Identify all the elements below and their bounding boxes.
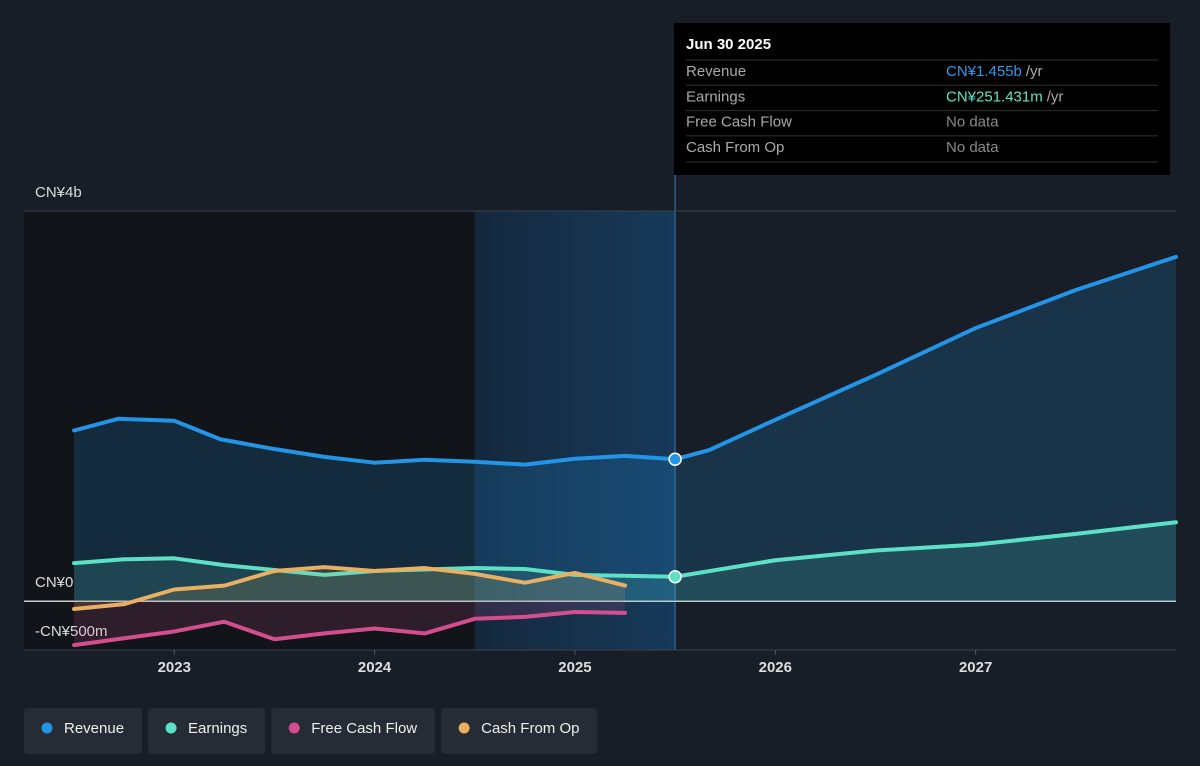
x-tick-label: 2026 <box>759 659 792 676</box>
tooltip-value-text: CN¥1.455b <box>946 63 1022 80</box>
tooltip-label: Free Cash Flow <box>686 114 792 131</box>
legend-item[interactable]: Earnings <box>148 708 266 754</box>
tooltip-value-text: No data <box>946 139 999 156</box>
legend-button[interactable] <box>24 708 143 754</box>
legend-dot <box>458 722 470 734</box>
legend-label[interactable]: Earnings <box>188 720 247 737</box>
legend-button[interactable] <box>148 708 266 754</box>
legend-label[interactable]: Free Cash Flow <box>311 720 417 737</box>
plot-background: -CN¥500m CN¥0 CN¥4b 2023 2024 2025 2026 2027 <box>24 175 1176 676</box>
series-line <box>72 520 1178 579</box>
series-line <box>72 609 628 648</box>
series-area <box>74 522 1177 602</box>
legend-dot <box>165 722 177 734</box>
x-tick-label: 2024 <box>358 659 392 676</box>
series-area <box>74 601 626 646</box>
tooltip: Jun 30 2025 Revenue CN¥1.455b/yr Earnings CN… <box>674 23 1170 175</box>
tooltip-value: No data <box>946 114 999 131</box>
y-tick-label: CN¥4b <box>35 184 82 201</box>
y-tick-label: -CN¥500m <box>35 623 108 640</box>
legend: Revenue Earnings Free Cash Flow Cash From O… <box>24 708 598 754</box>
x-tick-label: 2023 <box>158 659 191 676</box>
tooltip-label: Cash From Op <box>686 139 784 156</box>
tooltip-label: Revenue <box>686 63 746 80</box>
tooltip-value-text: CN¥251.431m <box>946 88 1043 105</box>
x-tick-label: 2027 <box>959 659 992 676</box>
tooltip-box <box>674 23 1170 175</box>
tooltip-title: Jun 30 2025 <box>686 36 771 53</box>
legend-label[interactable]: Revenue <box>64 720 124 737</box>
tooltip-unit: /yr <box>1026 63 1043 80</box>
legend-button[interactable] <box>441 708 598 754</box>
plot <box>72 254 1178 648</box>
legend-item[interactable]: Free Cash Flow <box>271 708 436 754</box>
tooltip-unit: /yr <box>1047 88 1064 105</box>
legend-item[interactable]: Cash From Op <box>441 708 598 754</box>
legend-item[interactable]: Revenue <box>24 708 143 754</box>
tooltip-label: Earnings <box>686 88 745 105</box>
series-line <box>72 565 628 612</box>
y-tick-label: CN¥0 <box>35 574 73 591</box>
tooltip-value-text: No data <box>946 114 999 131</box>
series-area <box>74 256 1177 602</box>
legend-dot <box>288 722 300 734</box>
series-line <box>72 254 1178 467</box>
tooltip-value: CN¥251.431m/yr <box>946 88 1063 105</box>
legend-label[interactable]: Cash From Op <box>481 720 579 737</box>
now-marker <box>668 569 682 584</box>
x-tick-label: 2025 <box>558 659 591 676</box>
tooltip-value: CN¥1.455b/yr <box>946 63 1043 80</box>
tooltip-value: No data <box>946 139 999 156</box>
legend-dot <box>41 722 53 734</box>
now-marker <box>668 452 682 467</box>
legend-button[interactable] <box>271 708 436 754</box>
